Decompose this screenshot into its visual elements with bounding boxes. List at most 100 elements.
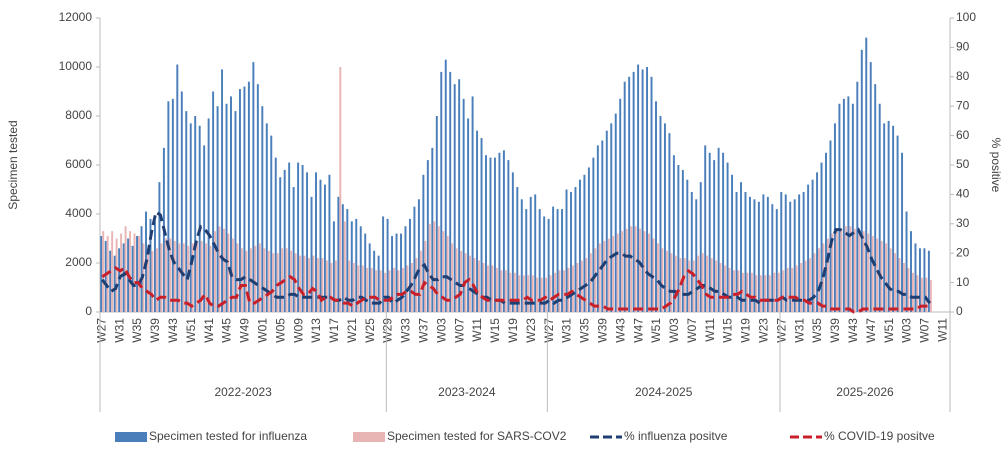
bar [366, 267, 369, 312]
bar [641, 69, 644, 312]
bar [545, 277, 548, 312]
bar [549, 275, 552, 312]
bar [650, 76, 653, 312]
bar [424, 240, 427, 312]
bar [489, 157, 492, 312]
bar [683, 258, 686, 312]
x-tick-label: W31 [112, 318, 126, 343]
legend-label: Specimen tested for SARS-COV2 [387, 429, 567, 443]
bar [491, 265, 494, 312]
x-tick-label: W09 [291, 318, 305, 343]
bar [319, 179, 322, 312]
bar [350, 221, 353, 312]
bar [596, 145, 599, 312]
y2-tick-label: 0 [956, 304, 963, 318]
bar [862, 231, 865, 312]
bar [607, 238, 610, 312]
bar [158, 182, 161, 312]
bar [214, 231, 217, 312]
bar [598, 243, 601, 312]
bar [903, 263, 905, 312]
x-tick-label: W15 [488, 318, 502, 343]
line [101, 265, 930, 314]
bar [750, 272, 753, 312]
bar [382, 216, 385, 312]
bar [428, 223, 431, 312]
x-tick-label: W41 [202, 318, 216, 343]
bar [308, 258, 310, 312]
bar [451, 243, 454, 312]
bar [802, 191, 805, 312]
group-label: 2023-2024 [438, 385, 496, 399]
bar [910, 231, 912, 312]
bar [874, 84, 877, 313]
bar [218, 226, 221, 312]
bar [404, 226, 407, 312]
bar [301, 165, 304, 312]
bar [482, 263, 485, 312]
bar [704, 145, 707, 312]
bar [230, 96, 232, 313]
bar [632, 71, 635, 313]
bar [907, 267, 910, 312]
bar [182, 243, 185, 312]
bar [567, 267, 570, 312]
bar [397, 270, 400, 312]
bar [511, 172, 514, 312]
bar [634, 226, 637, 312]
bar [748, 196, 751, 312]
x-tick-label: W45 [220, 318, 234, 343]
bar [592, 157, 595, 312]
bar [446, 236, 449, 312]
bar [811, 179, 814, 312]
y-tick-label: 8000 [65, 108, 92, 122]
bar [820, 162, 823, 312]
bar [538, 209, 541, 312]
bar [733, 270, 735, 312]
bar [775, 209, 778, 312]
bar [400, 233, 402, 312]
bar [630, 226, 633, 312]
bar [209, 245, 212, 312]
x-tick-label: W43 [613, 318, 627, 343]
bar [164, 238, 167, 312]
bar [243, 86, 246, 312]
bar [343, 221, 346, 312]
bar [681, 169, 684, 312]
x-tick-label: W25 [363, 318, 377, 343]
bar [771, 204, 774, 312]
x-tick-label: W27 [94, 318, 108, 343]
bar [225, 103, 228, 312]
x-tick-label: W51 [184, 318, 198, 343]
x-tick-label: W39 [828, 318, 842, 343]
y2-tick-label: 90 [956, 40, 970, 54]
x-tick-label: W03 [434, 318, 448, 343]
bar [401, 267, 404, 312]
bar [766, 196, 769, 312]
bar [798, 194, 801, 312]
bar [109, 250, 112, 312]
bar [713, 160, 716, 312]
bar [786, 267, 789, 312]
x-tick-label: W37 [417, 318, 431, 343]
x-tick-label: W39 [148, 318, 162, 343]
bar [527, 275, 530, 312]
bar [467, 118, 470, 312]
bar [149, 218, 152, 312]
bar [460, 250, 463, 312]
bar [543, 216, 546, 312]
bar [927, 250, 930, 312]
bar [227, 233, 230, 312]
y2-tick-label: 20 [956, 245, 970, 259]
y-tick-label: 10000 [59, 59, 93, 73]
bar [858, 231, 861, 312]
bar [453, 84, 456, 313]
bar [471, 96, 474, 313]
x-tick-label: W07 [685, 318, 699, 343]
bar [337, 196, 340, 312]
bar [191, 243, 194, 312]
bar [102, 231, 105, 312]
bar [929, 280, 932, 312]
bar [285, 248, 288, 312]
bar [916, 275, 919, 312]
